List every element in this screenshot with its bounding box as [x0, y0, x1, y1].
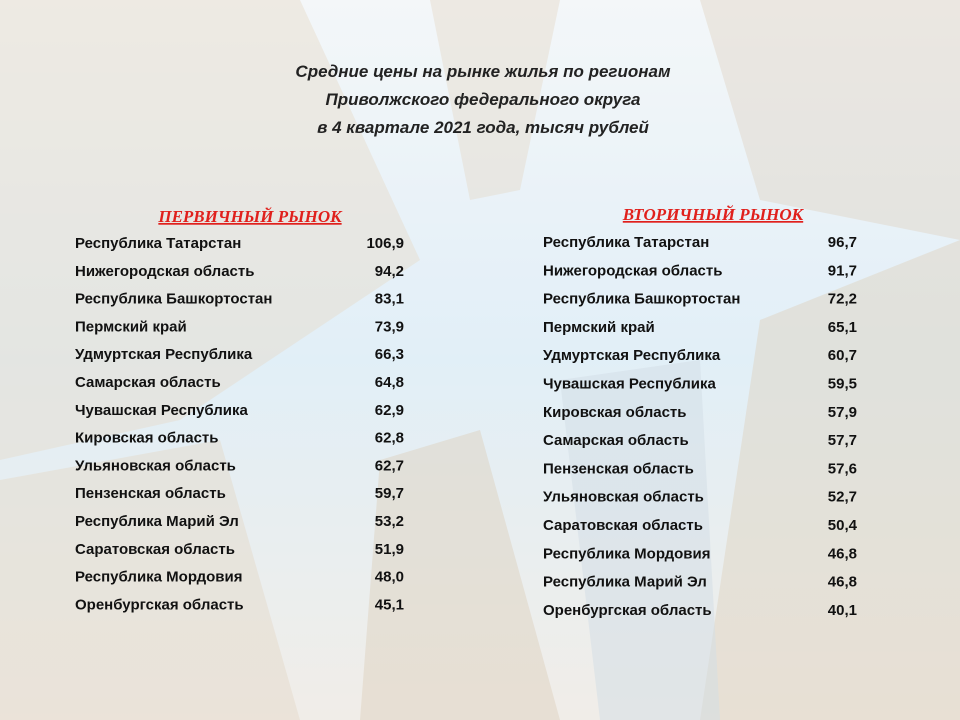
table-header: ВТОРИЧНЫЙ РЫНОК — [622, 205, 805, 224]
price-value: 106,9 — [366, 235, 404, 252]
region-name: Самарская область — [543, 432, 689, 449]
price-value: 65,1 — [828, 319, 857, 336]
price-value: 62,7 — [375, 457, 404, 474]
price-value: 66,3 — [375, 346, 404, 363]
region-name: Саратовская область — [543, 517, 703, 534]
region-name: Нижегородская область — [75, 263, 254, 280]
price-value: 83,1 — [375, 291, 404, 308]
price-value: 50,4 — [828, 517, 858, 534]
region-name: Пензенская область — [75, 485, 226, 502]
price-value: 46,8 — [828, 545, 857, 562]
price-value: 57,9 — [828, 404, 857, 421]
price-value: 46,8 — [828, 574, 857, 591]
region-name: Республика Мордовия — [75, 569, 243, 586]
price-value: 45,1 — [375, 596, 404, 613]
region-name: Республика Мордовия — [543, 545, 711, 562]
price-value: 62,9 — [375, 402, 404, 419]
region-name: Ульяновская область — [543, 489, 704, 506]
price-value: 52,7 — [828, 489, 857, 506]
region-name: Нижегородская область — [543, 262, 722, 279]
table-header: ПЕРВИЧНЫЙ РЫНОК — [157, 207, 343, 226]
region-name: Саратовская область — [75, 541, 235, 558]
price-value: 59,7 — [375, 485, 404, 502]
price-value: 60,7 — [828, 347, 857, 364]
region-name: Кировская область — [543, 404, 687, 421]
price-value: 57,7 — [828, 432, 857, 449]
region-name: Кировская область — [75, 430, 219, 447]
region-name: Пермский край — [543, 319, 655, 336]
price-value: 64,8 — [375, 374, 404, 391]
price-value: 73,9 — [375, 318, 404, 335]
region-name: Республика Башкортостан — [543, 291, 740, 308]
price-value: 62,8 — [375, 430, 404, 447]
region-name: Ульяновская область — [75, 457, 236, 474]
price-value: 51,9 — [375, 541, 404, 558]
price-value: 48,0 — [375, 569, 404, 586]
price-value: 59,5 — [828, 376, 857, 393]
region-name: Пензенская область — [543, 460, 694, 477]
region-name: Республика Марий Эл — [543, 574, 707, 591]
price-value: 40,1 — [828, 602, 857, 619]
price-value: 96,7 — [828, 234, 857, 251]
price-value: 57,6 — [828, 460, 857, 477]
price-value: 53,2 — [375, 513, 404, 530]
title-line: в 4 квартале 2021 года, тысяч рублей — [317, 118, 649, 137]
region-name: Республика Марий Эл — [75, 513, 239, 530]
region-name: Самарская область — [75, 374, 221, 391]
region-name: Удмуртская Республика — [75, 346, 253, 363]
region-name: Оренбургская область — [543, 602, 712, 619]
region-name: Удмуртская Республика — [543, 347, 721, 364]
region-name: Чувашская Республика — [75, 402, 249, 419]
region-name: Чувашская Республика — [543, 376, 717, 393]
region-name: Республика Татарстан — [543, 234, 709, 251]
content: Средние цены на рынке жилья по регионам … — [75, 62, 858, 619]
region-name: Республика Татарстан — [75, 235, 241, 252]
price-value: 72,2 — [828, 291, 857, 308]
title-line: Средние цены на рынке жилья по регионам — [295, 62, 671, 81]
region-name: Пермский край — [75, 318, 187, 335]
region-name: Республика Башкортостан — [75, 291, 272, 308]
price-value: 94,2 — [375, 263, 404, 280]
price-value: 91,7 — [828, 262, 857, 279]
region-name: Оренбургская область — [75, 596, 244, 613]
title-line: Приволжского федерального округа — [325, 90, 640, 109]
